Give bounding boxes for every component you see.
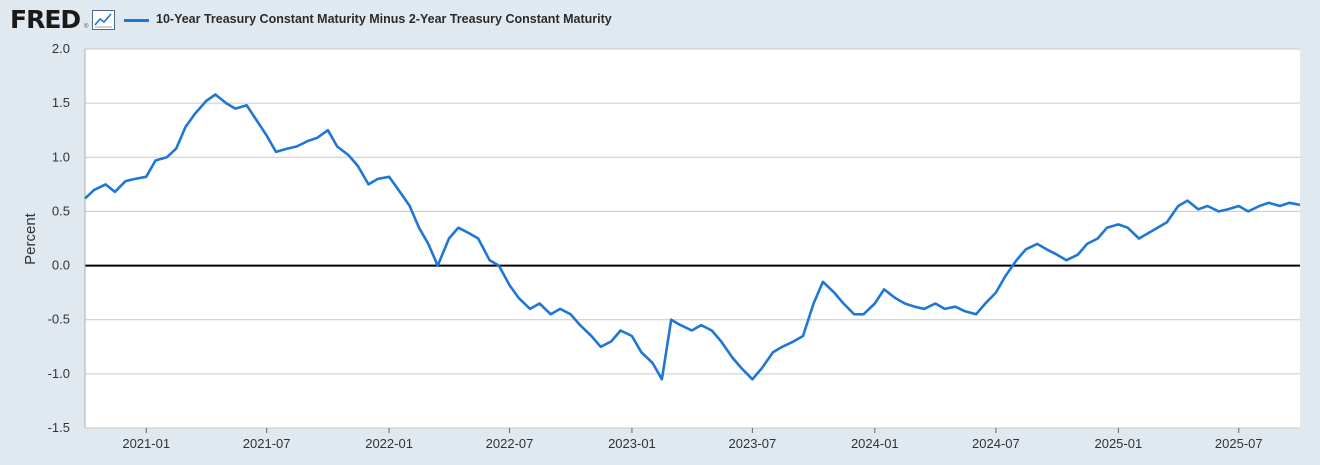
legend-swatch bbox=[124, 19, 149, 22]
x-tick-label: 2022-01 bbox=[365, 436, 413, 451]
chart-header: FRED ® 10-Year Treasury Constant Maturit… bbox=[0, 0, 1320, 40]
x-tick-label: 2024-01 bbox=[851, 436, 899, 451]
legend-series-label[interactable]: 10-Year Treasury Constant Maturity Minus… bbox=[156, 12, 612, 26]
series-group bbox=[84, 93, 1301, 381]
x-tick-label: 2023-07 bbox=[729, 436, 777, 451]
line-graph-icon[interactable] bbox=[92, 10, 115, 30]
y-axis-ticks: 2.0 1.5 1.0 0.5 0.0 -0.5 -1.0 -1.5 bbox=[48, 41, 70, 435]
y-tick-label: -0.5 bbox=[48, 312, 70, 327]
grid-lines bbox=[85, 48, 1300, 429]
x-tick-label: 2024-07 bbox=[972, 436, 1020, 451]
y-tick-label: 1.0 bbox=[52, 149, 70, 164]
y-axis-label: Percent bbox=[22, 212, 39, 265]
x-tick-label: 2021-01 bbox=[122, 436, 170, 451]
x-tick-label: 2023-01 bbox=[608, 436, 656, 451]
y-tick-label: -1.0 bbox=[48, 366, 70, 381]
series-line[interactable] bbox=[84, 93, 1301, 381]
y-tick-label: 2.0 bbox=[52, 41, 70, 56]
y-tick-label: 0.0 bbox=[52, 258, 70, 273]
x-tick-label: 2021-07 bbox=[243, 436, 291, 451]
registered-mark: ® bbox=[84, 24, 89, 30]
y-tick-label: -1.5 bbox=[48, 420, 70, 435]
fred-logo[interactable]: FRED bbox=[10, 5, 81, 34]
x-axis-ticks: 2021-01 2021-07 2022-01 2022-07 2023-01 2023-… bbox=[84, 49, 1263, 451]
y-tick-label: 0.5 bbox=[52, 203, 70, 218]
x-tick-label: 2025-07 bbox=[1215, 436, 1263, 451]
x-tick-label: 2022-07 bbox=[486, 436, 534, 451]
plot-area bbox=[85, 49, 1300, 428]
y-tick-label: 1.5 bbox=[52, 95, 70, 110]
x-tick-label: 2025-01 bbox=[1094, 436, 1142, 451]
